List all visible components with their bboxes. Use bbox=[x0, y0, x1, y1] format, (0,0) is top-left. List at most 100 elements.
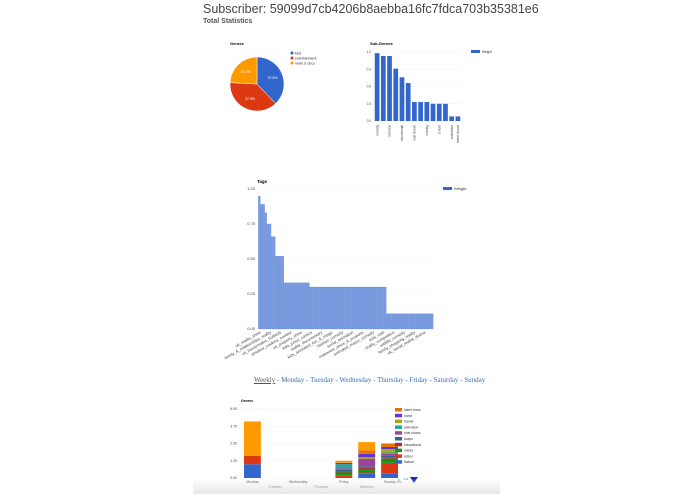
bar bbox=[309, 286, 312, 330]
y-tick-label: 0.9 bbox=[367, 67, 372, 71]
bar bbox=[290, 282, 293, 330]
legend-marker bbox=[395, 442, 402, 447]
legend-marker bbox=[395, 408, 402, 412]
day-link-saturday[interactable]: Saturday bbox=[433, 376, 459, 384]
bar-segment-animation bbox=[381, 452, 398, 454]
day-link-weekly[interactable]: Weekly bbox=[254, 376, 276, 384]
day-link-thursday[interactable]: Thursday bbox=[377, 376, 404, 384]
bar bbox=[264, 212, 267, 330]
legend-marker bbox=[395, 425, 402, 429]
bar bbox=[332, 286, 336, 330]
bar-segment-action bbox=[358, 472, 376, 474]
bar-segment-chat-shows bbox=[358, 458, 376, 467]
bar-segment-home bbox=[335, 462, 353, 465]
bar bbox=[349, 286, 353, 330]
bar bbox=[455, 116, 461, 121]
bar bbox=[405, 83, 411, 121]
bar-segment-animation bbox=[335, 464, 353, 469]
legend-label: drama bbox=[404, 420, 414, 424]
bar bbox=[371, 286, 374, 330]
separator: - bbox=[333, 376, 340, 384]
bar bbox=[360, 286, 363, 330]
legend-marker bbox=[290, 61, 294, 65]
day-navigation: Weekly - Monday - Tuesday - Wednesday - … bbox=[254, 376, 485, 384]
y-tick-label: 3.75 bbox=[230, 424, 237, 428]
bar bbox=[279, 256, 282, 330]
bar bbox=[436, 103, 442, 121]
bar bbox=[326, 286, 329, 330]
y-tick-label: 1.25 bbox=[230, 459, 237, 463]
x-tick-label: animation bbox=[450, 125, 454, 139]
bar-segment-soaps bbox=[335, 469, 353, 472]
legend-label: factual bbox=[404, 460, 414, 464]
bar bbox=[356, 286, 359, 330]
pie-slice-news-docs bbox=[229, 56, 258, 85]
bar-segment-chat-shows bbox=[381, 453, 398, 456]
bar bbox=[334, 286, 338, 330]
bar bbox=[273, 236, 276, 330]
bar bbox=[341, 286, 344, 330]
day-link-tuesday[interactable]: Tuesday bbox=[310, 376, 334, 384]
bar bbox=[399, 313, 402, 330]
bar-segment-chat-shows bbox=[335, 468, 353, 470]
bar bbox=[275, 256, 278, 330]
legend-label: action bbox=[404, 454, 413, 458]
x-tick-label: comedy bbox=[375, 125, 379, 137]
bar bbox=[313, 286, 316, 330]
chart-title: Genres bbox=[230, 41, 245, 46]
bar bbox=[388, 313, 391, 330]
pie-slice-entertainment bbox=[229, 82, 276, 112]
bar bbox=[266, 223, 270, 330]
pie-label: 37.9% bbox=[268, 76, 278, 80]
bar bbox=[449, 116, 455, 121]
bar-segment-educational bbox=[381, 457, 398, 459]
bar bbox=[345, 286, 348, 330]
separator: - bbox=[371, 376, 378, 384]
bar bbox=[384, 286, 387, 330]
day-link-wednesday[interactable]: Wednesday bbox=[339, 376, 372, 384]
bar bbox=[386, 313, 389, 330]
day-link-friday[interactable]: Friday bbox=[409, 376, 428, 384]
legend-label: Weight bbox=[454, 186, 467, 191]
legend-marker bbox=[471, 50, 480, 53]
legend-marker bbox=[395, 413, 402, 418]
genres-pie-chart: Genres 37.9% kids 37.9% entertainment 24.2% ne… bbox=[229, 41, 316, 112]
day-link-sunday[interactable]: Sunday bbox=[464, 376, 486, 384]
pie-slice-kids bbox=[256, 56, 285, 104]
bottom-fade bbox=[193, 478, 500, 494]
pie-label: 37.9% bbox=[245, 97, 255, 101]
x-tick-label: educational bbox=[400, 125, 404, 142]
bar bbox=[366, 286, 370, 330]
bar bbox=[277, 256, 280, 330]
legend-marker bbox=[395, 431, 402, 435]
bar bbox=[337, 286, 340, 330]
y-tick-label: 0.00 bbox=[247, 326, 256, 331]
legend-label: kids bbox=[295, 51, 301, 55]
bar-segment-action bbox=[335, 475, 353, 478]
bar bbox=[362, 286, 366, 330]
y-tick-label: 5.00 bbox=[230, 407, 237, 411]
bar bbox=[352, 286, 355, 330]
legend-marker bbox=[395, 460, 402, 464]
y-tick-label: 0.6 bbox=[367, 85, 372, 89]
bar bbox=[324, 286, 327, 330]
legend-marker bbox=[395, 454, 402, 458]
bar bbox=[292, 282, 295, 330]
bar-segment-soaps bbox=[358, 466, 376, 468]
legend-label: home bbox=[404, 414, 412, 418]
bar bbox=[409, 313, 413, 330]
page-title: Subscriber: 59099d7cb4206b8aebba16fc7fdc… bbox=[203, 2, 539, 16]
bar-segment-factual bbox=[358, 473, 376, 478]
day-link-monday[interactable]: Monday bbox=[281, 376, 305, 384]
bar bbox=[401, 313, 404, 330]
y-tick-label: 0.3 bbox=[367, 102, 372, 106]
bar-segment-educational bbox=[335, 471, 353, 473]
bar bbox=[305, 282, 308, 330]
legend-label: soaps bbox=[404, 437, 413, 441]
x-tick-label: school bbox=[437, 125, 441, 135]
bar-segment-action bbox=[244, 455, 261, 465]
legend-marker bbox=[395, 448, 402, 453]
y-tick-label: 2.50 bbox=[230, 442, 237, 446]
bar bbox=[260, 204, 263, 330]
legend-label: talent show bbox=[404, 408, 421, 412]
